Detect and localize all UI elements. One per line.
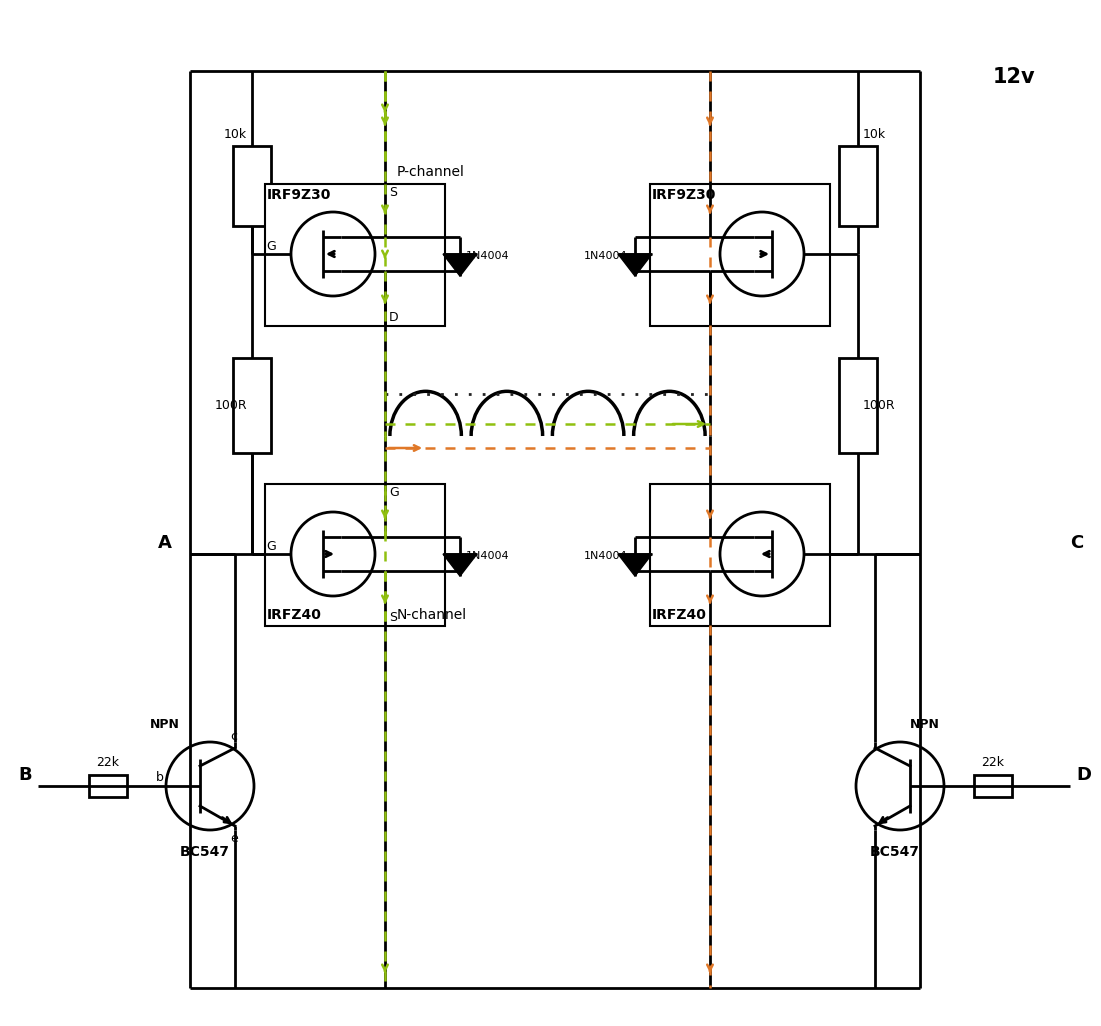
Text: 1N4004: 1N4004 <box>584 551 626 561</box>
Text: BC547: BC547 <box>870 845 920 859</box>
Text: 22k: 22k <box>97 756 120 770</box>
Bar <box>839 358 877 453</box>
Bar <box>265 184 445 326</box>
Text: G: G <box>266 240 275 253</box>
Text: A: A <box>159 534 172 552</box>
Text: 1N4004: 1N4004 <box>584 251 626 261</box>
Text: b: b <box>156 771 164 784</box>
Text: 1N4004: 1N4004 <box>466 551 510 561</box>
Bar <box>89 775 127 797</box>
Text: NPN: NPN <box>911 718 940 731</box>
Text: BC547: BC547 <box>179 845 230 859</box>
Text: D: D <box>389 311 399 324</box>
Text: 10k: 10k <box>224 128 247 141</box>
Polygon shape <box>618 554 652 577</box>
Text: S: S <box>389 611 397 624</box>
Text: NPN: NPN <box>150 718 179 731</box>
Text: G: G <box>266 540 275 553</box>
Text: e: e <box>230 832 238 845</box>
Text: S: S <box>389 186 397 199</box>
Polygon shape <box>443 254 477 276</box>
Text: IRFZ40: IRFZ40 <box>652 608 707 622</box>
Polygon shape <box>618 254 652 276</box>
Text: 100R: 100R <box>863 399 895 412</box>
Bar <box>265 484 445 626</box>
Text: IRFZ40: IRFZ40 <box>268 608 321 622</box>
Bar <box>650 184 830 326</box>
Text: D: D <box>1076 766 1091 784</box>
Text: 22k: 22k <box>981 756 1004 770</box>
Text: IRF9Z30: IRF9Z30 <box>652 188 717 202</box>
Bar <box>650 484 830 626</box>
Text: 100R: 100R <box>215 399 247 412</box>
Text: IRF9Z30: IRF9Z30 <box>268 188 331 202</box>
Text: B: B <box>19 766 32 784</box>
Bar <box>233 358 271 453</box>
Text: 12v: 12v <box>992 67 1035 87</box>
Text: N-channel: N-channel <box>397 608 467 622</box>
Bar <box>233 146 271 226</box>
Bar <box>974 775 1012 797</box>
Text: 1N4004: 1N4004 <box>466 251 510 261</box>
Text: P-channel: P-channel <box>397 165 465 179</box>
Text: G: G <box>389 486 399 499</box>
Text: c: c <box>230 731 237 743</box>
Text: 10k: 10k <box>863 128 886 141</box>
Polygon shape <box>443 554 477 577</box>
Text: C: C <box>1070 534 1083 552</box>
Bar <box>839 146 877 226</box>
